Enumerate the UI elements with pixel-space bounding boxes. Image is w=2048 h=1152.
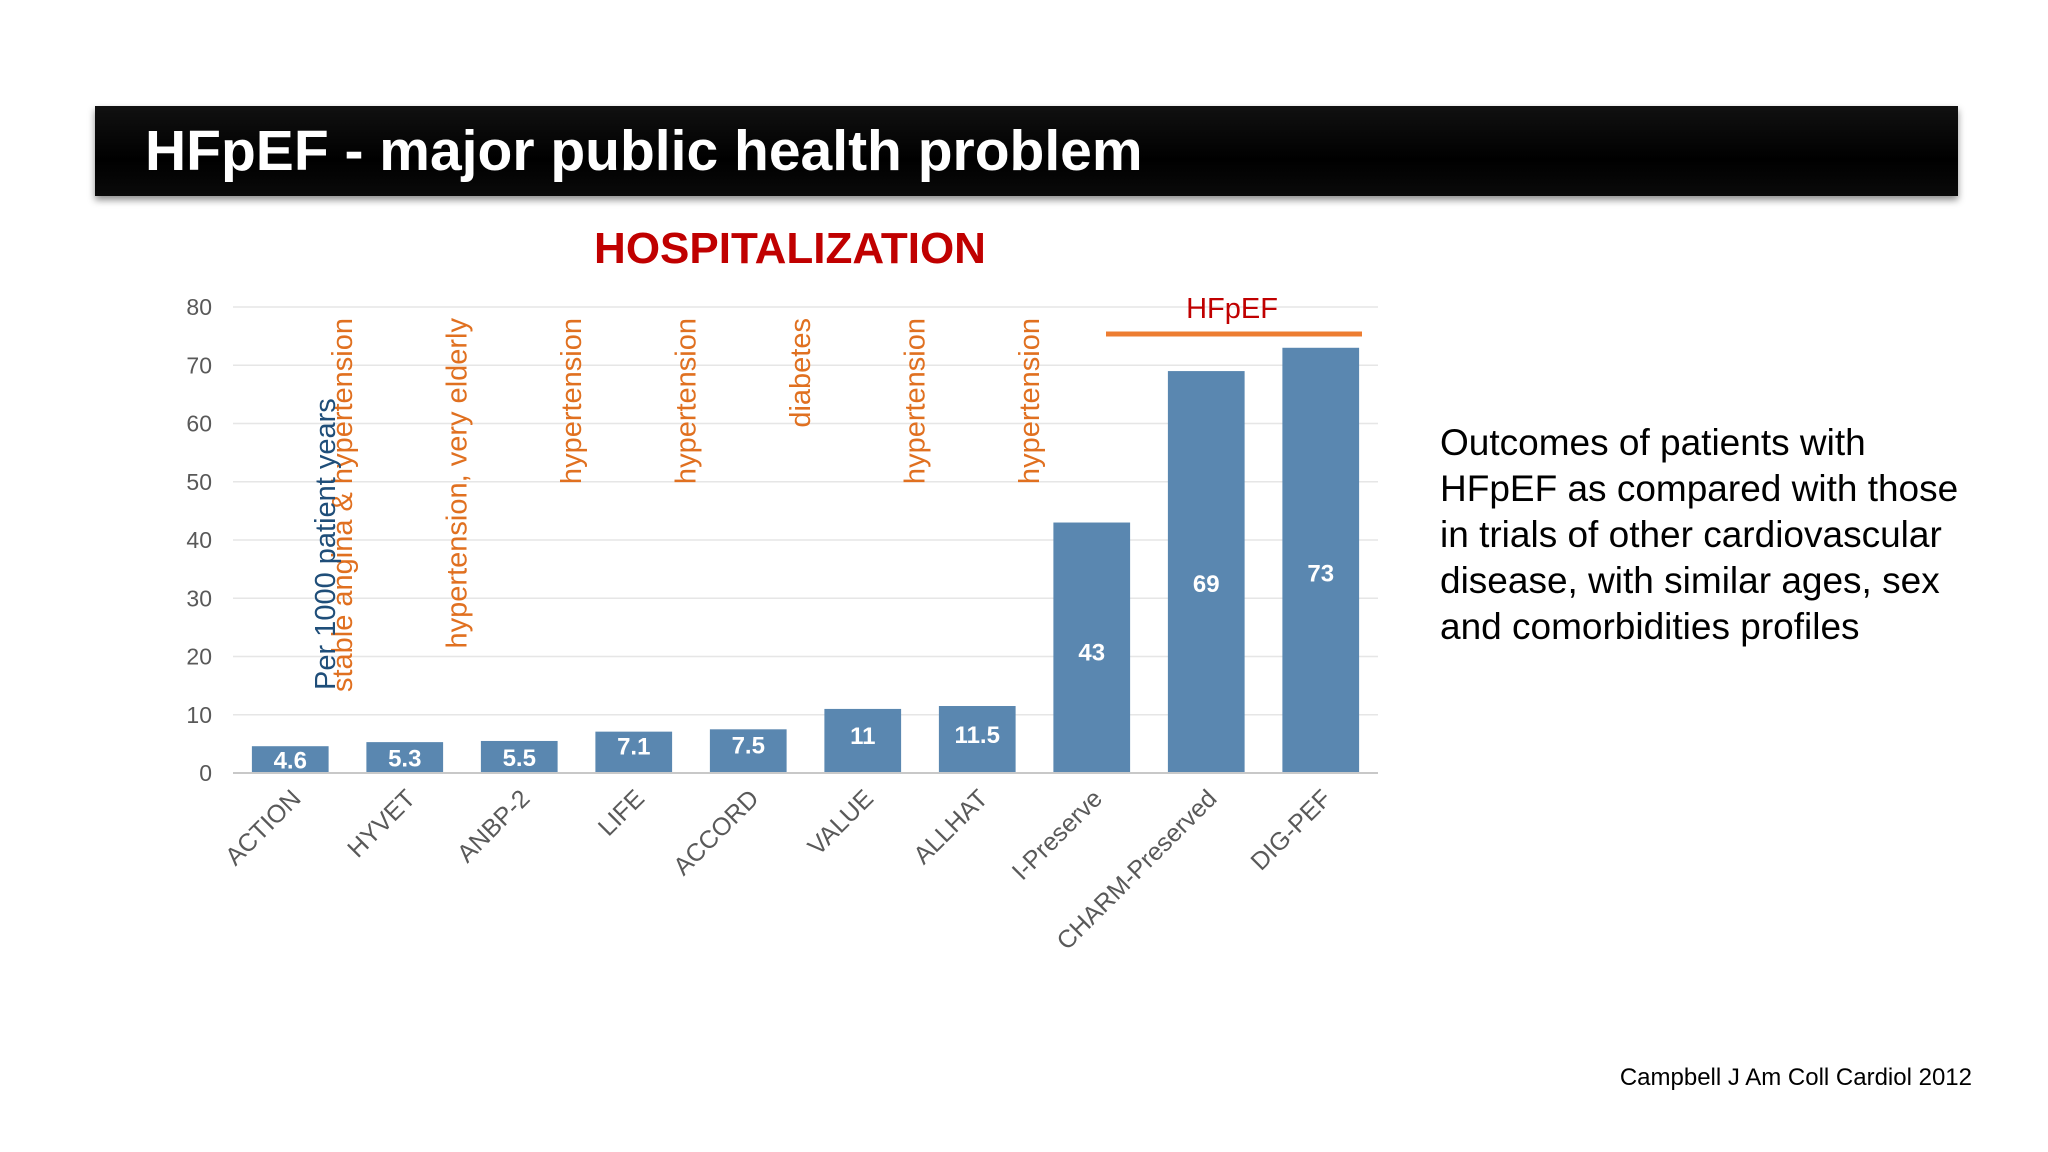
x-category-label: ANBP-2 [452,784,536,868]
bar-value-label: 5.3 [388,746,421,773]
x-category-label: ACCORD [668,784,764,880]
bar [1167,371,1245,773]
bar [595,731,673,773]
x-category-label: ALLHAT [908,784,993,869]
bar-value-label: 11.5 [955,722,1000,749]
bar [938,706,1016,773]
bar-value-label: 69 [1193,571,1220,598]
bar-value-label: 4.6 [274,748,307,775]
side-description: Outcomes of patients with HFpEF as compa… [1440,422,1959,647]
y-tick-label: 50 [186,469,212,495]
bar [709,729,787,773]
y-tick-label: 70 [186,352,212,378]
x-category-label: VALUE [803,784,879,860]
bar-value-label: 43 [1078,639,1105,666]
hfpef-label: HFpEF [1186,293,1278,325]
y-tick-label: 0 [199,760,212,786]
category-note: hypertension [1014,318,1046,484]
bar-value-label: 5.5 [503,745,536,772]
x-category-label: HYVET [342,784,421,863]
y-axis-label: Per 1000 patient years [310,398,342,690]
x-axis-labels: ACTION HYVET ANBP-2 LIFE ACCORD VALUE ALLHAT I-… [220,784,1337,955]
category-note: hypertension [899,318,931,484]
category-note: hypertension, very elderly [441,318,473,649]
x-category-label: ACTION [220,784,307,871]
x-category-label: I-Preserve [1007,784,1108,885]
value-labels: 4.6 5.3 5.5 7.1 7.5 11 11.5 43 69 73 [274,561,1335,775]
bar-value-label: 11 [850,723,875,750]
bar [1282,347,1360,773]
chart-title: HOSPITALIZATION [594,224,986,273]
bars [251,347,1360,773]
x-category-label: LIFE [593,784,650,841]
source-citation: Campbell J Am Coll Cardiol 2012 [1619,1064,1972,1091]
y-tick-label: 60 [186,411,212,437]
bar-value-label: 73 [1307,561,1334,588]
y-tick-label: 20 [186,644,212,670]
x-category-label: DIG-PEF [1245,784,1337,876]
bar-value-label: 7.1 [617,733,650,760]
category-note: hypertension [670,318,702,484]
category-note: hypertension [556,318,588,484]
y-tick-label: 10 [186,702,212,728]
category-notes: stable angina & hypertension hypertension… [327,318,1046,693]
bar [480,740,558,773]
bar-value-label: 7.5 [732,732,765,759]
bar [1053,522,1131,773]
title-bar: HFpEF - major public health problem [95,106,1958,196]
bar [824,708,902,773]
y-tick-label: 80 [186,294,212,320]
slide-title: HFpEF - major public health problem [145,119,1143,183]
y-tick-label: 30 [186,585,212,611]
bar [251,746,329,773]
bar [366,742,444,773]
category-note: stable angina & hypertension [327,318,359,692]
category-note: diabetes [785,318,817,428]
y-axis-ticks: 0 10 20 30 40 50 60 70 80 [186,294,212,786]
y-tick-label: 40 [186,527,212,553]
